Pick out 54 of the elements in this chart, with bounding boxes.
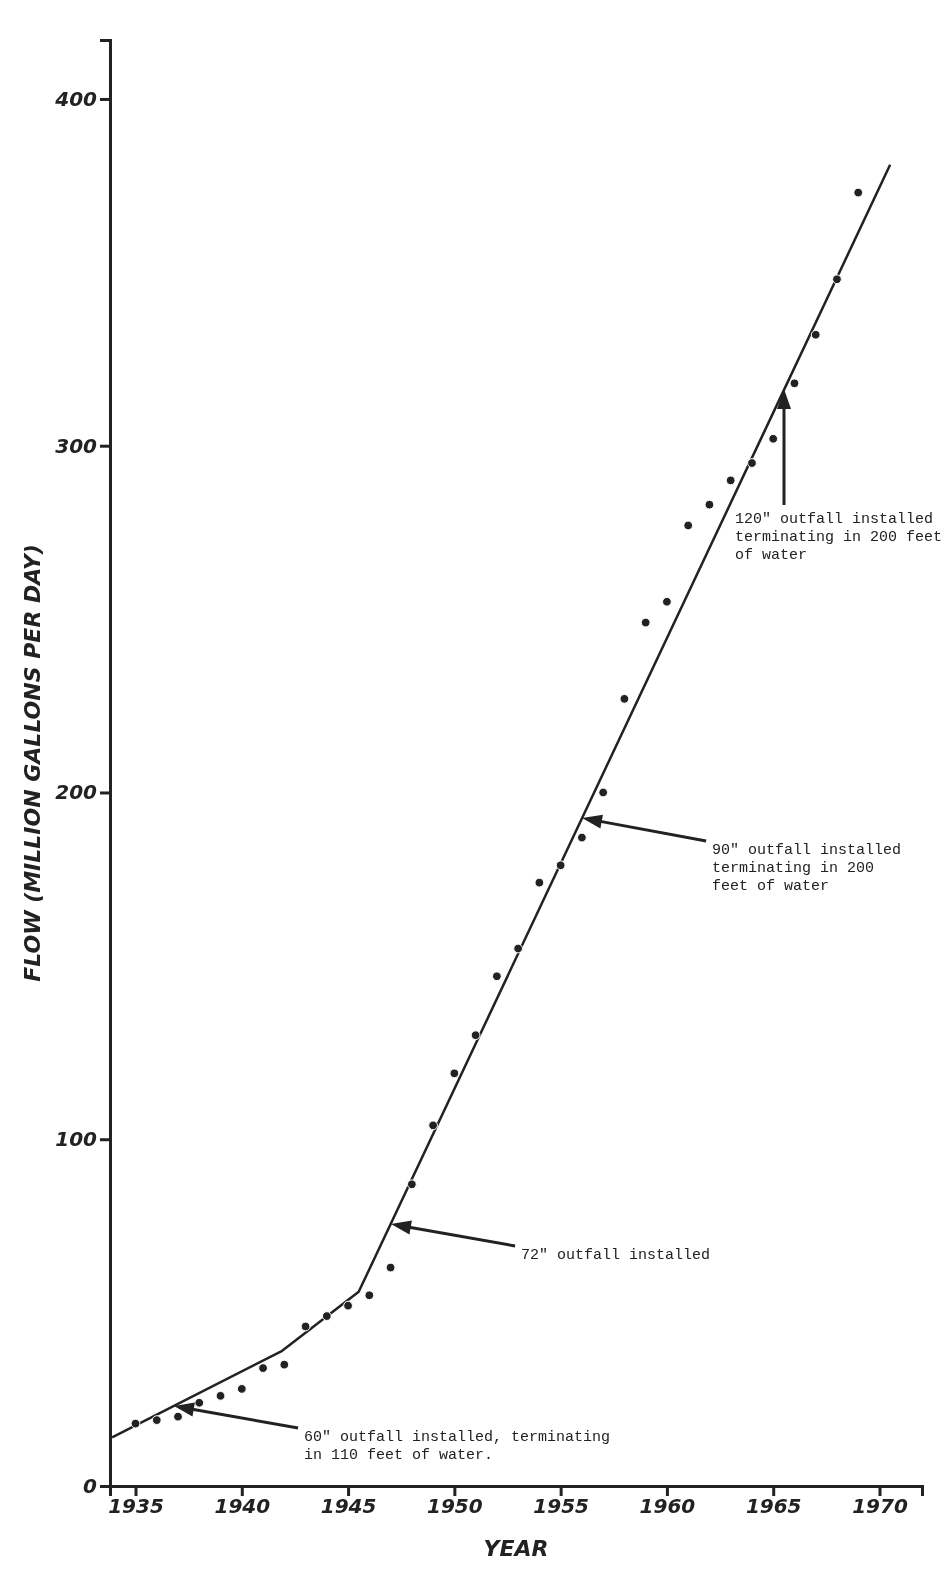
annotation: 60" outfall installed, terminating in 110 feet of water.	[304, 1429, 611, 1464]
y-tick-label: 100	[55, 1127, 98, 1152]
point	[789, 378, 800, 389]
point	[640, 617, 651, 628]
point	[662, 596, 672, 607]
x-axis-title: YEAR	[483, 1536, 549, 1561]
point	[555, 860, 566, 871]
point	[704, 499, 715, 510]
point	[236, 1384, 247, 1394]
y-tick-label: 400	[54, 86, 98, 111]
x-tick-label: 1940	[214, 1494, 271, 1519]
x-tick-label: 1955	[533, 1494, 589, 1519]
point	[194, 1397, 205, 1408]
point	[768, 433, 779, 444]
point	[130, 1418, 141, 1429]
point	[619, 693, 630, 704]
point	[492, 971, 502, 982]
y-tick-label: 300	[55, 433, 98, 458]
x-tick-label: 1945	[320, 1494, 377, 1519]
point	[513, 943, 523, 954]
annotation: 72" outfall installed	[521, 1247, 711, 1264]
point	[747, 458, 757, 468]
point	[321, 1311, 332, 1321]
point	[534, 877, 545, 888]
point	[151, 1415, 162, 1425]
y-axis-title: FLOW (MILLION GALLONS PER DAY)	[20, 544, 45, 982]
y-tick-label: 0	[83, 1473, 98, 1498]
point	[343, 1300, 353, 1311]
x-tick-label: 1970	[852, 1494, 908, 1519]
x-tick-label: 1935	[108, 1494, 164, 1519]
point	[577, 832, 587, 843]
point	[449, 1068, 460, 1079]
annotation: 90" outfall installed terminating in 200 feet of water	[712, 842, 902, 895]
point	[406, 1179, 417, 1190]
x-tick-label: 1965	[745, 1494, 802, 1519]
point	[364, 1290, 375, 1301]
point	[853, 187, 864, 198]
point	[385, 1262, 396, 1273]
point	[279, 1359, 290, 1370]
point	[810, 329, 821, 340]
x-tick-label: 1950	[427, 1494, 483, 1519]
point	[598, 787, 609, 798]
annotation: 120" outfall installed terminating in 200 feet of water	[734, 511, 942, 564]
point	[173, 1411, 183, 1422]
point	[258, 1363, 268, 1373]
point	[683, 520, 694, 531]
x-tick-label: 1960	[639, 1494, 696, 1519]
point	[832, 274, 842, 285]
point	[428, 1120, 438, 1131]
y-tick-label: 200	[55, 780, 98, 805]
point	[300, 1321, 311, 1332]
point	[725, 475, 736, 486]
point	[470, 1030, 481, 1041]
point	[215, 1390, 226, 1401]
